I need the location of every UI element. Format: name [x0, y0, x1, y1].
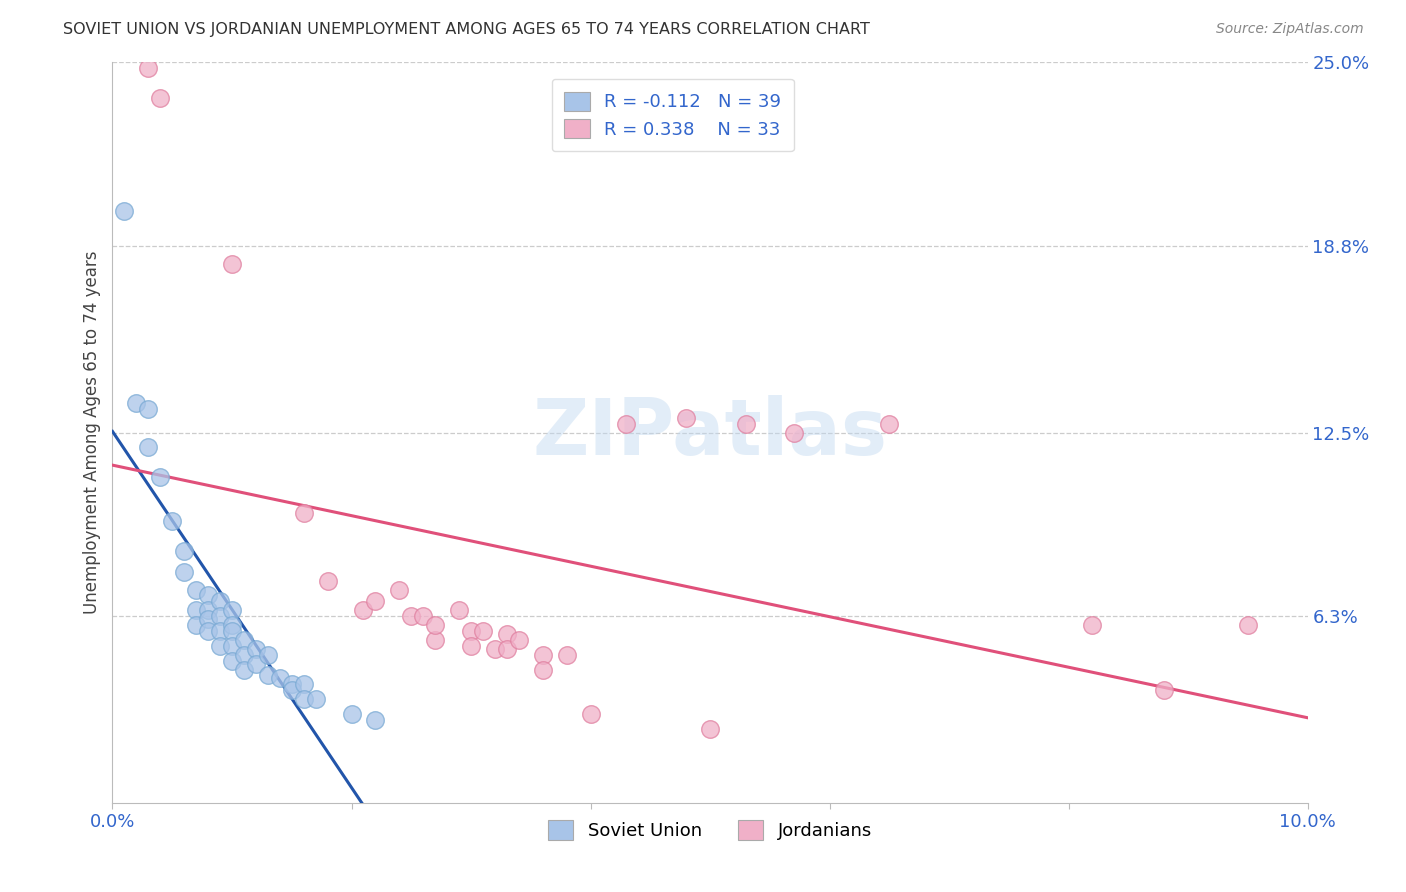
- Point: [209, 639, 232, 653]
- Point: [675, 410, 697, 425]
- Point: [186, 582, 208, 597]
- Text: ZIPatlas: ZIPatlas: [533, 394, 887, 471]
- Point: [138, 441, 160, 455]
- Point: [364, 594, 387, 608]
- Text: SOVIET UNION VS JORDANIAN UNEMPLOYMENT AMONG AGES 65 TO 74 YEARS CORRELATION CHA: SOVIET UNION VS JORDANIAN UNEMPLOYMENT A…: [63, 22, 870, 37]
- Point: [197, 589, 219, 603]
- Point: [340, 706, 363, 721]
- Point: [197, 603, 219, 617]
- Point: [579, 706, 602, 721]
- Point: [257, 668, 280, 682]
- Point: [233, 632, 256, 647]
- Point: [425, 632, 447, 647]
- Point: [292, 692, 315, 706]
- Point: [879, 417, 901, 431]
- Point: [449, 603, 471, 617]
- Point: [616, 417, 638, 431]
- Point: [233, 663, 256, 677]
- Point: [257, 648, 280, 662]
- Point: [221, 618, 243, 632]
- Point: [209, 609, 232, 624]
- Point: [460, 639, 482, 653]
- Point: [508, 632, 530, 647]
- Point: [281, 677, 304, 691]
- Point: [221, 654, 243, 668]
- Point: [281, 683, 304, 698]
- Point: [173, 565, 195, 579]
- Point: [245, 657, 267, 671]
- Point: [114, 203, 135, 218]
- Point: [173, 544, 195, 558]
- Point: [388, 582, 411, 597]
- Point: [735, 417, 758, 431]
- Point: [496, 641, 519, 656]
- Point: [472, 624, 495, 638]
- Point: [221, 603, 243, 617]
- Point: [197, 624, 219, 638]
- Point: [221, 639, 243, 653]
- Point: [292, 677, 315, 691]
- Point: [496, 627, 519, 641]
- Point: [353, 603, 375, 617]
- Point: [186, 618, 208, 632]
- Point: [197, 612, 219, 626]
- Point: [460, 624, 482, 638]
- Point: [149, 91, 172, 105]
- Point: [425, 618, 447, 632]
- Point: [531, 648, 554, 662]
- Y-axis label: Unemployment Among Ages 65 to 74 years: Unemployment Among Ages 65 to 74 years: [83, 251, 101, 615]
- Point: [316, 574, 339, 588]
- Point: [1153, 683, 1175, 698]
- Point: [783, 425, 806, 440]
- Point: [412, 609, 434, 624]
- Point: [245, 641, 267, 656]
- Point: [209, 594, 232, 608]
- Point: [555, 648, 578, 662]
- Point: [292, 506, 315, 520]
- Point: [1081, 618, 1104, 632]
- Point: [221, 257, 243, 271]
- Point: [269, 672, 291, 686]
- Point: [1237, 618, 1260, 632]
- Point: [531, 663, 554, 677]
- Point: [364, 713, 387, 727]
- Text: Source: ZipAtlas.com: Source: ZipAtlas.com: [1216, 22, 1364, 37]
- Legend: Soviet Union, Jordanians: Soviet Union, Jordanians: [538, 812, 882, 849]
- Point: [209, 624, 232, 638]
- Point: [186, 603, 208, 617]
- Point: [305, 692, 328, 706]
- Point: [125, 396, 148, 410]
- Point: [138, 401, 160, 416]
- Point: [401, 609, 423, 624]
- Point: [149, 470, 172, 484]
- Point: [233, 648, 256, 662]
- Point: [484, 641, 506, 656]
- Point: [162, 515, 183, 529]
- Point: [221, 624, 243, 638]
- Point: [699, 722, 721, 736]
- Point: [138, 62, 160, 76]
